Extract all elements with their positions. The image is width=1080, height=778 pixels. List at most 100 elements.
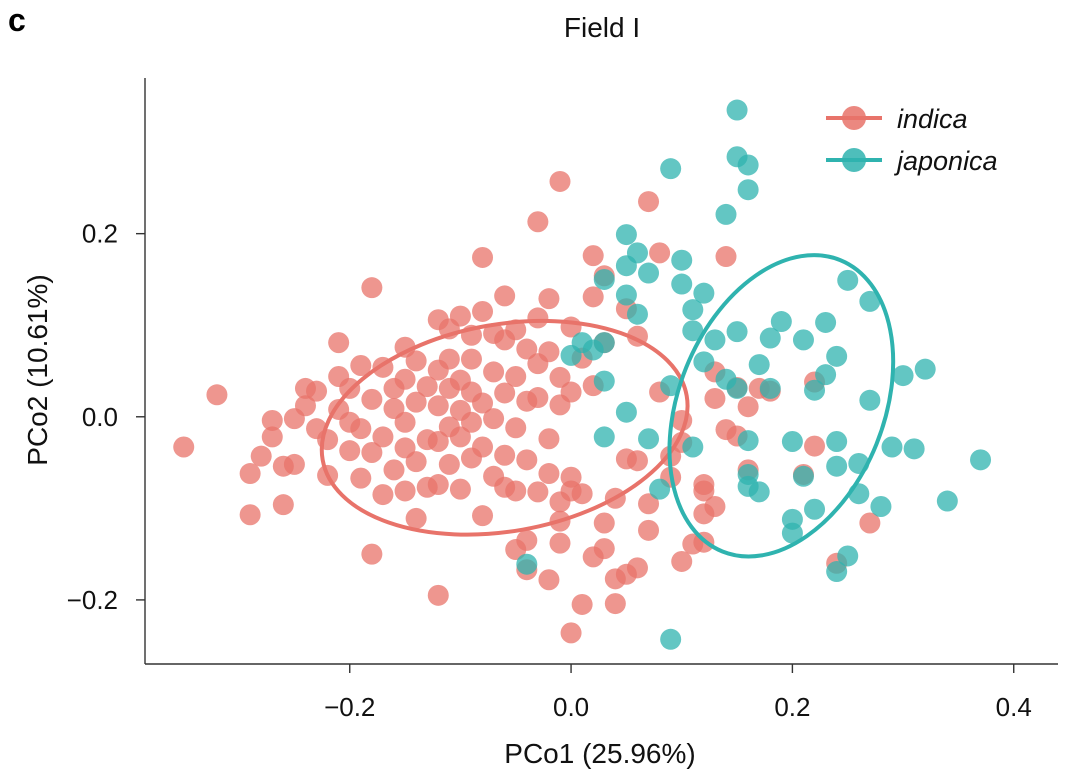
x-tick-label: 0.2 xyxy=(774,692,810,722)
data-point-indica xyxy=(704,496,726,518)
data-point-indica xyxy=(449,305,471,327)
x-tick-label: 0.0 xyxy=(553,692,589,722)
data-point-indica xyxy=(571,483,593,505)
data-point-japonica xyxy=(781,522,803,544)
data-point-indica xyxy=(604,593,626,615)
data-point-indica xyxy=(472,505,494,527)
data-point-indica xyxy=(239,463,261,485)
data-point-japonica xyxy=(881,436,903,458)
data-point-japonica xyxy=(737,179,759,201)
data-point-japonica xyxy=(737,430,759,452)
data-point-indica xyxy=(638,519,660,541)
data-point-indica xyxy=(593,512,615,534)
data-point-japonica xyxy=(759,377,781,399)
data-point-indica xyxy=(405,507,427,529)
data-point-japonica xyxy=(660,375,682,397)
data-point-japonica xyxy=(638,428,660,450)
data-point-indica xyxy=(383,459,405,481)
data-point-japonica xyxy=(682,320,704,342)
data-point-indica xyxy=(405,391,427,413)
data-point-indica xyxy=(472,300,494,322)
y-tick-label: 0.2 xyxy=(82,219,118,249)
data-point-indica xyxy=(571,593,593,615)
data-point-japonica xyxy=(914,358,936,380)
data-point-indica xyxy=(427,474,449,496)
data-point-japonica xyxy=(615,224,637,246)
data-point-indica xyxy=(527,211,549,233)
data-point-indica xyxy=(582,286,604,308)
data-point-japonica xyxy=(593,268,615,290)
data-point-indica xyxy=(405,350,427,372)
data-point-indica xyxy=(626,450,648,472)
data-point-indica xyxy=(516,338,538,360)
data-point-indica xyxy=(560,622,582,644)
data-point-japonica xyxy=(615,401,637,423)
data-point-japonica xyxy=(726,321,748,343)
x-tick-label: 0.4 xyxy=(996,692,1032,722)
data-point-japonica xyxy=(615,284,637,306)
data-point-indica xyxy=(693,480,715,502)
data-point-japonica xyxy=(770,311,792,333)
data-point-japonica xyxy=(815,364,837,386)
data-point-japonica xyxy=(671,273,693,295)
x-axis-label: PCo1 (25.96%) xyxy=(504,738,696,769)
data-point-indica xyxy=(560,381,582,403)
data-point-indica xyxy=(350,467,372,489)
data-point-indica xyxy=(483,408,505,430)
data-point-japonica xyxy=(649,478,671,500)
y-tick-label: 0.0 xyxy=(82,402,118,432)
data-point-japonica xyxy=(781,431,803,453)
data-point-japonica xyxy=(792,329,814,351)
legend-marker-japonica xyxy=(842,148,866,172)
data-point-japonica xyxy=(593,332,615,354)
data-point-indica xyxy=(494,444,516,466)
data-point-japonica xyxy=(970,449,992,471)
data-point-indica xyxy=(549,170,571,192)
data-point-indica xyxy=(472,246,494,268)
data-point-indica xyxy=(638,191,660,213)
data-point-indica xyxy=(549,366,571,388)
data-point-japonica xyxy=(804,379,826,401)
data-point-indica xyxy=(206,384,228,406)
legend-label-indica: indica xyxy=(897,104,968,134)
points-layer xyxy=(173,99,992,650)
data-point-japonica xyxy=(693,282,715,304)
data-point-indica xyxy=(538,428,560,450)
data-point-indica xyxy=(538,463,560,485)
data-point-japonica xyxy=(626,303,648,325)
data-point-japonica xyxy=(626,242,648,264)
data-point-japonica xyxy=(892,365,914,387)
data-point-japonica xyxy=(826,345,848,367)
data-point-indica xyxy=(372,484,394,506)
data-point-japonica xyxy=(804,498,826,520)
data-point-indica xyxy=(527,387,549,409)
data-point-indica xyxy=(261,426,283,448)
data-point-indica xyxy=(261,409,283,431)
data-point-japonica xyxy=(638,262,660,284)
data-point-indica xyxy=(427,584,449,606)
data-point-indica xyxy=(737,396,759,418)
data-point-indica xyxy=(505,365,527,387)
data-point-indica xyxy=(449,426,471,448)
data-point-japonica xyxy=(682,299,704,321)
data-point-japonica xyxy=(737,475,759,497)
data-point-japonica xyxy=(660,628,682,650)
confidence-ellipse-japonica xyxy=(667,253,896,559)
data-point-japonica xyxy=(682,436,704,458)
chart-title: Field I xyxy=(563,12,641,43)
data-point-indica xyxy=(527,307,549,329)
data-point-indica xyxy=(427,431,449,453)
data-point-indica xyxy=(649,242,671,264)
data-point-indica xyxy=(505,480,527,502)
data-point-indica xyxy=(460,348,482,370)
legend-label-japonica: japonica xyxy=(893,146,998,176)
data-point-indica xyxy=(339,440,361,462)
axes: −0.2 0.0 0.2 0.4 −0.2 0.0 0.2 xyxy=(67,78,1058,722)
data-point-indica xyxy=(361,277,383,299)
data-point-indica xyxy=(361,441,383,463)
data-point-indica xyxy=(593,538,615,560)
data-point-japonica xyxy=(726,377,748,399)
data-point-indica xyxy=(516,449,538,471)
data-point-japonica xyxy=(748,354,770,376)
